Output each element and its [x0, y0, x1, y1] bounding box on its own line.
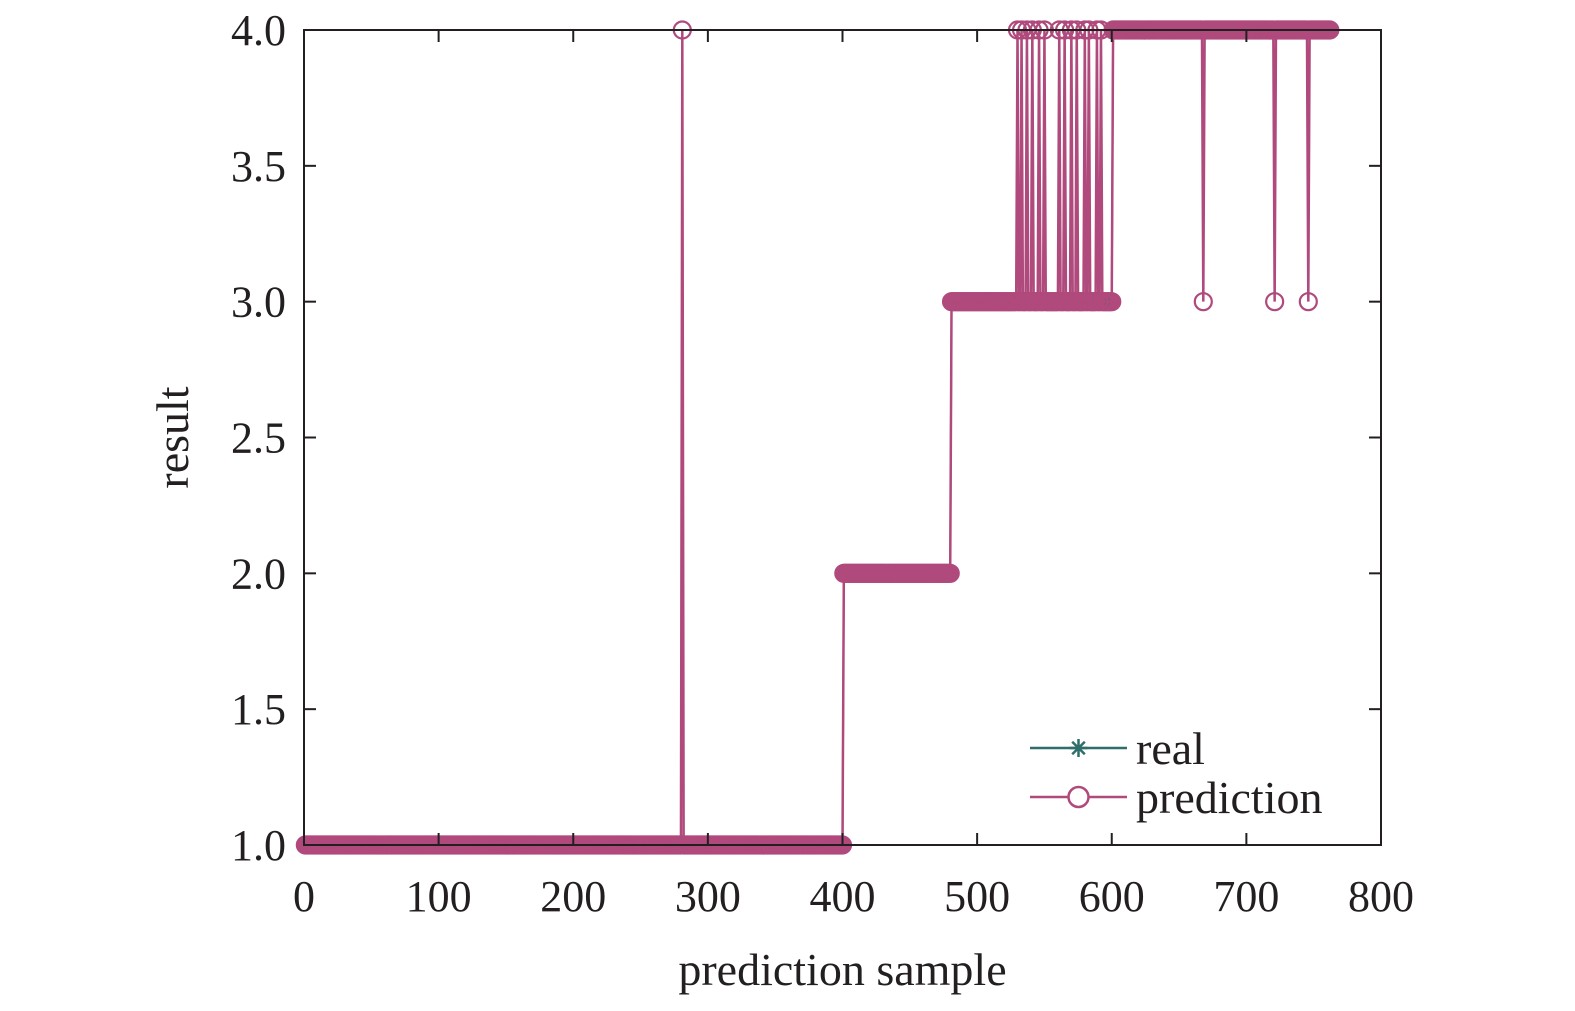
legend-label-prediction: prediction: [1136, 772, 1323, 823]
legend-entry-real: real: [1030, 723, 1205, 774]
data-point-prediction: [1298, 292, 1318, 312]
y-tick-label: 2.5: [231, 414, 286, 463]
y-tick-label: 1.5: [231, 685, 286, 734]
x-axis-label: prediction sample: [678, 944, 1006, 995]
data-point-prediction: [1102, 292, 1122, 312]
x-tick-label: 300: [675, 872, 741, 921]
data-point-prediction: [1193, 292, 1213, 312]
y-tick-label: 1.0: [231, 821, 286, 870]
ticks-layer: 0 100 200 300 400 500 600 700 800 1.0 1.5 2.0 2.5 3.0…: [231, 6, 1414, 921]
y-tick-label: 3.0: [231, 278, 286, 327]
legend-prediction-marker: [1067, 785, 1090, 809]
x-tick-label: 0: [293, 872, 315, 921]
y-tick-label: 4.0: [231, 6, 286, 55]
y-tick-label: 3.5: [231, 142, 286, 191]
x-tick-label: 100: [406, 872, 472, 921]
x-tick-label: 200: [540, 872, 606, 921]
legend-entry-prediction: prediction: [1030, 772, 1323, 823]
x-tick-label: 700: [1213, 872, 1279, 921]
legend-label-real: real: [1136, 723, 1205, 774]
x-tick-label: 500: [944, 872, 1010, 921]
y-axis-label: result: [147, 386, 198, 488]
data-point-prediction: [1265, 292, 1285, 312]
x-tick-label: 600: [1079, 872, 1145, 921]
data-point-prediction: [940, 563, 960, 583]
y-tick-label: 2.0: [231, 549, 286, 598]
legend: real prediction: [1030, 723, 1323, 823]
legend-real-marker: [1069, 739, 1088, 757]
x-tick-label: 800: [1348, 872, 1414, 921]
x-tick-label: 400: [810, 872, 876, 921]
legend-real-asterisk: [1069, 739, 1088, 757]
